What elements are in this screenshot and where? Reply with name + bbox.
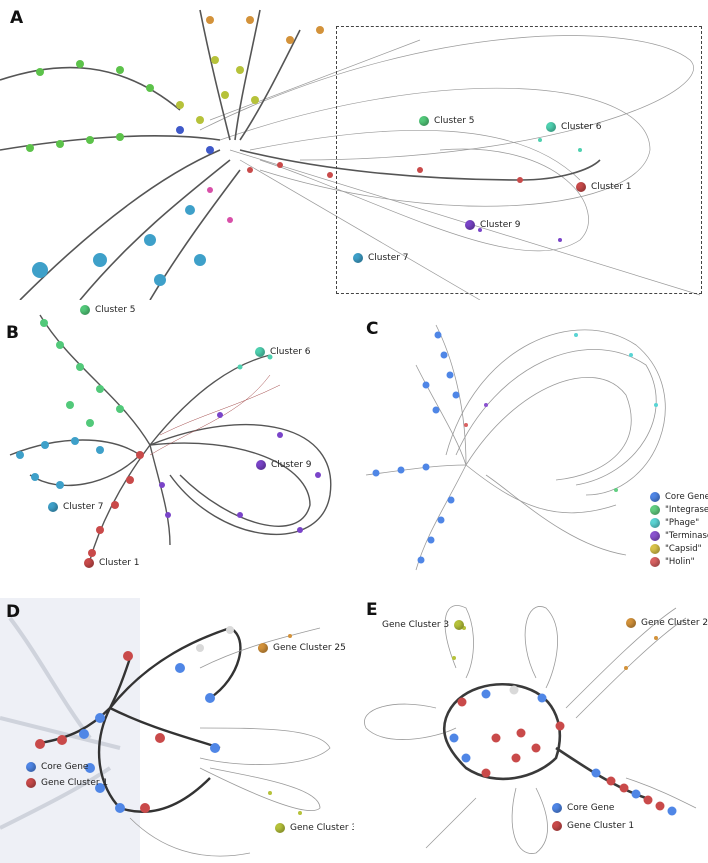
panel-e: E Gene Cluster 3 Gene Cluster 25 Core Ge…: [356, 598, 708, 863]
cluster-label-text: Gene Cluster 1: [567, 821, 635, 831]
legend-label: Core Gene: [665, 492, 708, 502]
panel-c-nodes: [372, 331, 658, 564]
cluster-label: Gene Cluster 25: [626, 618, 708, 628]
panel-letter: D: [6, 602, 21, 622]
cluster-color-dot: [552, 821, 562, 831]
cluster-color-dot: [256, 460, 266, 470]
cluster-label: Cluster 7: [48, 502, 104, 512]
cluster-label-text: Gene Cluster 1: [41, 778, 109, 788]
legend-swatch: [650, 518, 660, 528]
cluster-label-text: Cluster 1: [99, 558, 140, 568]
legend-item: "Integrase": [650, 505, 708, 515]
cluster-label-text: Cluster 1: [591, 182, 632, 192]
legend-label: "Terminase": [665, 531, 708, 541]
cluster-label: Gene Cluster 3: [382, 620, 465, 630]
legend-swatch: [650, 505, 660, 515]
cluster-label-text: Cluster 5: [434, 116, 475, 126]
cluster-label: Gene Cluster 25: [258, 643, 346, 653]
panel-letter: E: [366, 600, 378, 620]
panel-b: B Cluster 5 Cluster 6 Cluster 9 Cluster …: [0, 305, 354, 580]
cluster-color-dot: [84, 558, 94, 568]
panel-b-nodes: [16, 319, 321, 557]
gene-legend: Core Gene "Integrase" "Phage" "Terminase…: [650, 492, 708, 567]
legend-swatch: [650, 557, 660, 567]
cluster-label: Cluster 6: [255, 347, 311, 357]
panel-c-graph: [365, 324, 666, 571]
cluster-color-dot: [80, 305, 90, 315]
cluster-color-dot: [26, 778, 36, 788]
cluster-label-text: Cluster 6: [561, 122, 602, 132]
cluster-color-dot: [255, 347, 265, 357]
cluster-color-dot: [419, 116, 429, 126]
cluster-label: Cluster 9: [465, 220, 521, 230]
cluster-color-dot: [258, 643, 268, 653]
cluster-label-text: Cluster 7: [63, 502, 104, 512]
panel-c: C Core Gene "Integrase" "Phage" "Termina…: [356, 305, 708, 580]
cluster-label: Gene Cluster 1: [552, 821, 634, 831]
panel-b-graph: [9, 314, 332, 561]
legend-label: "Capsid": [665, 544, 702, 554]
panel-e-graph: [364, 605, 697, 854]
legend-swatch: [650, 531, 660, 541]
legend-label: "Holin": [665, 557, 695, 567]
cluster-label-text: Core Gene: [41, 762, 89, 772]
cluster-color-dot: [546, 122, 556, 132]
cluster-color-dot: [26, 762, 36, 772]
legend-label: "Phage": [665, 518, 700, 528]
cluster-label-text: Cluster 9: [271, 460, 312, 470]
cluster-label: Core Gene: [26, 762, 88, 772]
cluster-label: Gene Cluster 3: [275, 823, 354, 833]
cluster-color-dot: [465, 220, 475, 230]
cluster-label-text: Gene Cluster 25: [641, 618, 708, 628]
cluster-color-dot: [353, 253, 363, 263]
panel-letter: B: [6, 323, 19, 343]
cluster-label: Cluster 7: [353, 253, 409, 263]
panel-a: A Cluster 5 Cluster 6 Cluster 1 Cluster …: [0, 0, 708, 300]
panel-a-graph: [0, 9, 701, 300]
cluster-label: Gene Cluster 1: [26, 778, 108, 788]
cluster-color-dot: [454, 620, 465, 630]
cluster-color-dot: [48, 502, 58, 512]
legend-item: "Terminase": [650, 531, 708, 541]
legend-swatch: [650, 492, 660, 502]
cluster-label: Cluster 6: [546, 122, 602, 132]
legend-item: "Holin": [650, 557, 708, 567]
cluster-label-text: Gene Cluster 3: [382, 620, 450, 630]
panel-letter: A: [10, 8, 24, 28]
cluster-color-dot: [552, 803, 562, 813]
cluster-color-dot: [275, 823, 285, 833]
cluster-label: Cluster 1: [84, 558, 140, 568]
cluster-label: Cluster 5: [80, 305, 136, 315]
legend-item: "Capsid": [650, 544, 708, 554]
panel-letter: C: [366, 319, 379, 339]
cluster-label-text: Cluster 5: [95, 305, 136, 315]
cluster-label-text: Cluster 9: [480, 220, 521, 230]
cluster-label: Cluster 9: [256, 460, 312, 470]
panel-a-nodes: [26, 16, 582, 286]
zoom-region-box: [336, 26, 702, 294]
legend-item: Core Gene: [650, 492, 708, 502]
legend-swatch: [650, 544, 660, 554]
cluster-color-dot: [576, 182, 586, 192]
cluster-color-dot: [626, 618, 636, 628]
legend-item: "Phage": [650, 518, 708, 528]
panel-e-nodes: [449, 626, 677, 816]
cluster-label-text: Cluster 7: [368, 253, 409, 263]
cluster-label-text: Gene Cluster 25: [273, 643, 346, 653]
legend-label: "Integrase": [665, 505, 708, 515]
cluster-label: Cluster 1: [576, 182, 632, 192]
panel-d-graph: [0, 598, 331, 863]
panel-d: D Gene Cluster 25 Core Gene Gene Cluster…: [0, 598, 354, 863]
cluster-label: Core Gene: [552, 803, 614, 813]
cluster-label-text: Core Gene: [567, 803, 615, 813]
cluster-label: Cluster 5: [419, 116, 475, 126]
cluster-label-text: Cluster 6: [270, 347, 311, 357]
cluster-label-text: Gene Cluster 3: [290, 823, 354, 833]
